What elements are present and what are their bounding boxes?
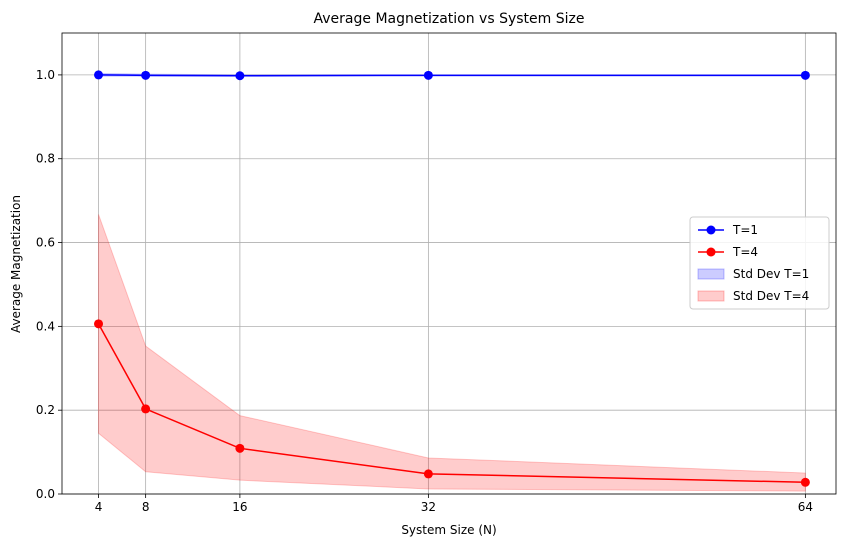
x-tick-label: 4 bbox=[95, 500, 103, 514]
data-point bbox=[94, 319, 104, 329]
legend-label: Std Dev T=4 bbox=[733, 289, 809, 303]
data-point bbox=[235, 443, 245, 453]
legend: T=1 T=4 Std Dev T=1 Std Dev T=4 bbox=[689, 216, 830, 310]
data-point bbox=[141, 70, 151, 80]
data-point bbox=[423, 469, 433, 479]
x-axis-label: System Size (N) bbox=[401, 523, 496, 537]
data-point bbox=[800, 477, 810, 487]
x-tick-label: 16 bbox=[232, 500, 247, 514]
legend-label: T=1 bbox=[732, 223, 758, 237]
legend-label: T=4 bbox=[732, 245, 758, 259]
y-tick-label: 1.0 bbox=[36, 68, 55, 82]
chart-title: Average Magnetization vs System Size bbox=[314, 11, 585, 27]
plot-frame bbox=[61, 32, 837, 495]
series-markers bbox=[94, 70, 810, 487]
x-tick-label: 32 bbox=[421, 500, 436, 514]
y-axis-ticks: 0.0 0.2 0.4 0.6 0.8 1.0 bbox=[36, 68, 62, 501]
y-tick-label: 0.8 bbox=[36, 152, 55, 166]
data-point bbox=[235, 71, 245, 81]
x-axis-ticks: 4 8 16 32 64 bbox=[95, 494, 813, 514]
y-tick-label: 0.0 bbox=[36, 487, 55, 501]
data-point bbox=[94, 70, 104, 80]
legend-band-swatch bbox=[697, 268, 725, 280]
legend-box bbox=[689, 216, 830, 310]
data-point bbox=[423, 70, 433, 80]
y-tick-label: 0.6 bbox=[36, 236, 55, 250]
x-tick-label: 8 bbox=[142, 500, 150, 514]
legend-label: Std Dev T=1 bbox=[733, 267, 809, 281]
x-tick-label: 64 bbox=[798, 500, 813, 514]
y-tick-label: 0.2 bbox=[36, 403, 55, 417]
y-axis-label: Average Magnetization bbox=[9, 195, 23, 333]
legend-band-swatch bbox=[697, 290, 725, 302]
data-point bbox=[141, 404, 151, 414]
data-point bbox=[800, 70, 810, 80]
std-dev-band bbox=[98, 214, 806, 492]
y-tick-label: 0.4 bbox=[36, 319, 55, 333]
legend-marker-swatch bbox=[706, 247, 716, 257]
legend-marker-swatch bbox=[706, 225, 716, 235]
series-line bbox=[98, 74, 806, 77]
